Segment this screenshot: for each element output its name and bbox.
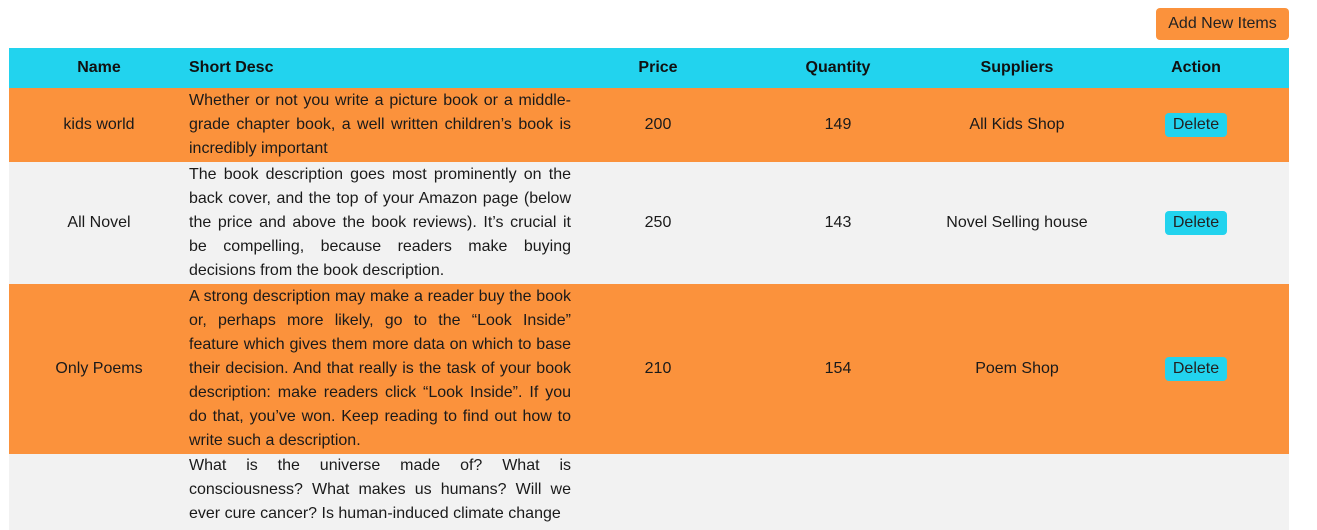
- items-table: Name Short Desc Price Quantity Suppliers…: [9, 48, 1289, 530]
- header-row: Name Short Desc Price Quantity Suppliers…: [9, 48, 1289, 88]
- cell-price: 210: [571, 284, 745, 454]
- table-header: Name Short Desc Price Quantity Suppliers…: [9, 48, 1289, 88]
- delete-button[interactable]: Delete: [1164, 113, 1228, 137]
- cell-quantity: 143: [745, 162, 931, 284]
- header-name: Name: [9, 48, 189, 88]
- cell-short-desc: A strong description may make a reader b…: [189, 284, 571, 454]
- cell-price: 200: [571, 88, 745, 162]
- header-action: Action: [1103, 48, 1289, 88]
- cell-supplier: Novel Selling house: [931, 162, 1103, 284]
- header-quantity: Quantity: [745, 48, 931, 88]
- cell-short-desc: The book description goes most prominent…: [189, 162, 571, 284]
- table-row: All Novel The book description goes most…: [9, 162, 1289, 284]
- cell-action: Delete: [1103, 162, 1289, 284]
- delete-button[interactable]: Delete: [1164, 357, 1228, 381]
- cell-short-desc: Whether or not you write a picture book …: [189, 88, 571, 162]
- cell-name: [9, 454, 189, 530]
- cell-short-desc: What is the universe made of? What is co…: [189, 454, 571, 530]
- cell-price: [571, 454, 745, 530]
- table-body: kids world Whether or not you write a pi…: [9, 88, 1289, 530]
- table-row: Only Poems A strong description may make…: [9, 284, 1289, 454]
- cell-name: kids world: [9, 88, 189, 162]
- cell-supplier: [931, 454, 1103, 530]
- toolbar: Add New Items: [0, 0, 1317, 48]
- cell-action: Delete: [1103, 88, 1289, 162]
- delete-button[interactable]: Delete: [1164, 211, 1228, 235]
- table-row: What is the universe made of? What is co…: [9, 454, 1289, 530]
- cell-supplier: Poem Shop: [931, 284, 1103, 454]
- add-new-items-button[interactable]: Add New Items: [1156, 8, 1289, 40]
- cell-name: All Novel: [9, 162, 189, 284]
- items-table-container: Name Short Desc Price Quantity Suppliers…: [9, 48, 1289, 530]
- cell-supplier: All Kids Shop: [931, 88, 1103, 162]
- cell-action: [1103, 454, 1289, 530]
- cell-name: Only Poems: [9, 284, 189, 454]
- cell-quantity: [745, 454, 931, 530]
- header-short-desc: Short Desc: [189, 48, 571, 88]
- cell-price: 250: [571, 162, 745, 284]
- cell-quantity: 154: [745, 284, 931, 454]
- cell-action: Delete: [1103, 284, 1289, 454]
- cell-quantity: 149: [745, 88, 931, 162]
- header-price: Price: [571, 48, 745, 88]
- table-row: kids world Whether or not you write a pi…: [9, 88, 1289, 162]
- header-suppliers: Suppliers: [931, 48, 1103, 88]
